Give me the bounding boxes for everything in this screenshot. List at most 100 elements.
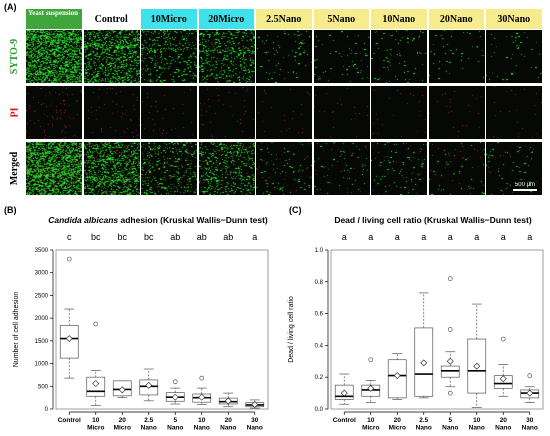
adhesion-boxplot: Candida albicans adhesion (Kruskal Walli…	[13, 215, 269, 432]
scale-bar: 500 µm	[513, 182, 537, 191]
column-header: Yeast suspension	[26, 9, 82, 29]
significance-letter: ab	[197, 232, 207, 242]
mean-marker	[340, 389, 348, 397]
significance-letter: a	[527, 232, 532, 242]
x-tick-label: 2.5	[419, 417, 428, 424]
microscopy-tile	[486, 30, 542, 83]
mean-marker	[251, 400, 259, 408]
x-tick-label: Control	[333, 417, 356, 424]
chart-title: Candida albicans adhesion (Kruskal Walli…	[48, 215, 268, 225]
column-header: 20Micro	[198, 9, 254, 29]
significance-letter: a	[252, 232, 257, 242]
microscopy-tile	[83, 30, 140, 83]
significance-letter: c	[67, 232, 72, 242]
outlier-point	[500, 336, 506, 342]
microscopy-tile	[198, 86, 255, 139]
microscopy-tile	[256, 86, 312, 139]
mean-marker	[118, 386, 126, 394]
mean-marker	[393, 372, 401, 380]
x-tick-label: Nano	[167, 425, 183, 432]
mean-marker	[92, 380, 100, 388]
significance-letter: ab	[170, 232, 180, 242]
microscopy-tile	[256, 30, 312, 83]
outlier-point	[368, 357, 374, 363]
significance-letter: a	[474, 232, 479, 242]
column-header: Control	[83, 9, 139, 29]
mean-marker	[473, 362, 481, 370]
y-tick-label: 0.8	[315, 280, 324, 286]
chart-title-part: Dead / living cell ratio (Kruskal Wallis…	[334, 215, 532, 225]
mean-marker	[145, 381, 153, 389]
mean-marker	[198, 393, 206, 401]
y-tick-label: 2000	[35, 316, 49, 322]
outlier-point	[172, 379, 178, 385]
y-tick-label: 3000	[35, 271, 49, 277]
outlier-point	[66, 256, 72, 262]
row-label: SYTO-9	[8, 30, 22, 83]
column-header: 30Nano	[486, 9, 542, 29]
mean-marker	[420, 359, 428, 367]
x-tick-label: Nano	[522, 425, 538, 432]
scale-bar-label: 500 µm	[514, 182, 536, 188]
x-tick-label: 30	[526, 417, 534, 424]
microscopy-tile	[486, 86, 542, 139]
mean-marker	[65, 335, 73, 343]
y-tick-label: 0.6	[315, 312, 324, 318]
panel-b-label: (B)	[4, 205, 17, 215]
x-tick-label: 20	[394, 417, 402, 424]
ratio-boxplot: Dead / living cell ratio (Kruskal Wallis…	[288, 215, 544, 432]
microscopy-tile	[141, 142, 197, 195]
scale-bar-line	[513, 189, 537, 191]
microscopy-tile	[428, 86, 485, 139]
chart-title: Dead / living cell ratio (Kruskal Wallis…	[334, 215, 532, 225]
outlier-point	[199, 375, 205, 381]
x-tick-label: Nano	[220, 425, 236, 432]
x-tick-label: Nano	[416, 425, 432, 432]
microscopy-tile	[371, 142, 427, 195]
y-tick-label: 0	[45, 407, 49, 413]
mean-marker	[224, 397, 232, 405]
microscopy-tile	[198, 30, 255, 83]
x-tick-label: 10	[198, 417, 206, 424]
significance-letter: a	[448, 232, 453, 242]
x-tick-label: Nano	[141, 425, 157, 432]
significance-letter: ab	[223, 232, 233, 242]
y-tick-label: 500	[38, 384, 49, 390]
significance-letter: a	[342, 232, 347, 242]
outlier-point	[93, 321, 99, 327]
microscopy-tile	[83, 86, 140, 139]
y-tick-label: 1.0	[315, 248, 324, 254]
microscopy-tile	[428, 30, 485, 83]
significance-letter: a	[501, 232, 506, 242]
x-tick-label: Nano	[442, 425, 458, 432]
microscopy-tile	[26, 86, 82, 139]
microscopy-tile	[256, 142, 312, 195]
x-tick-label: 5	[448, 417, 452, 424]
microscopy-tile	[428, 142, 485, 195]
x-tick-label: Micro	[389, 425, 406, 432]
x-tick-label: Micro	[87, 425, 104, 432]
significance-letter: a	[421, 232, 426, 242]
panel-a-label: (A)	[4, 2, 17, 12]
significance-letter: bc	[144, 232, 154, 242]
row-label: Merged	[8, 142, 22, 195]
panel-c-label: (C)	[289, 205, 302, 215]
column-header: 5Nano	[313, 9, 369, 29]
y-tick-label: 0.0	[315, 407, 324, 413]
mean-marker	[499, 375, 507, 383]
column-header: 20Nano	[428, 9, 484, 29]
column-header: 10Micro	[141, 9, 197, 29]
column-header: 10Nano	[371, 9, 427, 29]
chart-title-part: Candida albicans	[48, 215, 118, 225]
x-tick-label: Nano	[247, 425, 263, 432]
y-axis-label: Dead / living cell ratio	[288, 296, 295, 363]
microscopy-tile	[198, 142, 255, 195]
significance-letter: bc	[91, 232, 101, 242]
x-tick-label: Micro	[114, 425, 131, 432]
x-tick-label: 20	[119, 417, 127, 424]
y-axis-label: Number of cell adhesion	[13, 292, 20, 368]
chart-title-part: adhesion (Kruskal Wallis−Dunn test)	[118, 215, 268, 225]
x-tick-label: 20	[500, 417, 508, 424]
mean-marker	[446, 357, 454, 365]
